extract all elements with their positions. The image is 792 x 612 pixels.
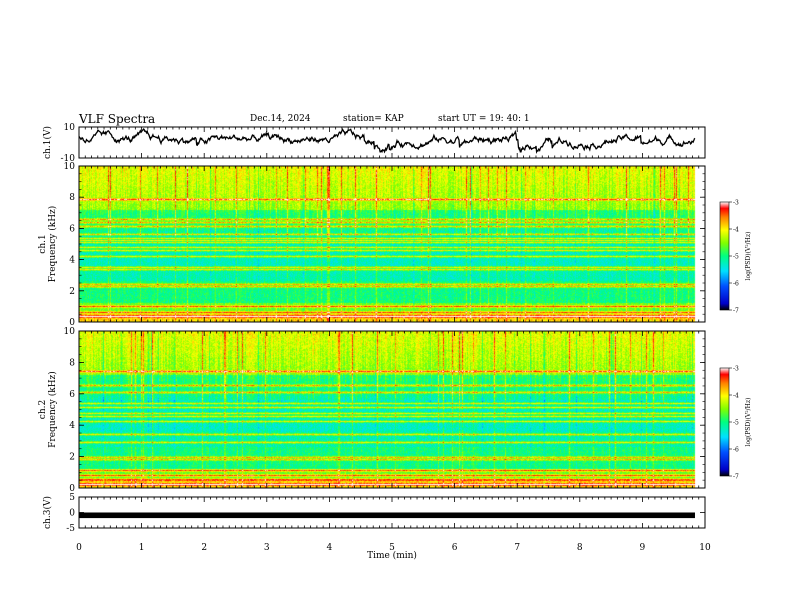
colorbar-tick-label: -7 <box>733 308 739 315</box>
x-tick-label: 8 <box>577 543 583 553</box>
colorbar-label: log(PSD)(V²/Hz) <box>745 398 752 447</box>
colorbar-tick-label: -5 <box>733 420 739 427</box>
y-tick-label: 0 <box>69 318 75 328</box>
y-tick-label: 10 <box>64 123 76 133</box>
x-tick-label: 10 <box>699 543 711 553</box>
y-tick-label: 8 <box>69 193 75 203</box>
x-tick-label: 3 <box>264 543 270 553</box>
colorbar-tick-label: -3 <box>733 366 739 373</box>
ch1-waveform-line <box>78 128 696 154</box>
ch1-spectrogram-image <box>79 166 705 322</box>
colorbar-tick-label: -5 <box>733 254 739 261</box>
x-tick-label: 1 <box>139 543 145 553</box>
y-axis-label: Frequency (kHz) <box>47 206 58 283</box>
y-tick-label: 5 <box>69 493 75 503</box>
x-axis-label: Time (min) <box>367 550 417 561</box>
y-tick-label: 4 <box>69 421 75 431</box>
y-tick-label: 10 <box>64 327 76 337</box>
x-tick-label: 0 <box>76 543 82 553</box>
y-tick-label: 6 <box>69 224 75 234</box>
colorbar-tick-label: -6 <box>733 447 739 454</box>
ch3-waveform-band <box>79 512 695 519</box>
x-tick-label: 7 <box>514 543 520 553</box>
y-tick-label: 6 <box>69 390 75 400</box>
colorbar-scale <box>719 367 730 477</box>
ch1-spectrogram-panel <box>79 166 705 322</box>
station-label: station= KAP <box>343 114 404 124</box>
ch2-spectrogram-image <box>79 331 705 488</box>
y-axis-label: Frequency (kHz) <box>47 371 58 448</box>
y-tick-label: 8 <box>69 358 75 368</box>
y-tick-label: 0 <box>69 484 75 494</box>
y-axis-label: ch.3(V) <box>42 496 53 529</box>
ch2-spectrogram-panel <box>79 331 705 488</box>
colorbar-tick-label: -3 <box>733 200 739 207</box>
y-tick-label: -10 <box>61 154 76 164</box>
x-tick-label: 5 <box>389 543 395 553</box>
y-axis-label: ch.2 <box>38 400 48 419</box>
colorbar-scale <box>719 201 730 311</box>
figure-title: VLF Spectra <box>79 112 156 126</box>
colorbar-tick-label: -4 <box>733 393 739 400</box>
x-tick-label: 6 <box>452 543 458 553</box>
y-tick-label: 2 <box>69 287 75 297</box>
colorbars: -3 -4 -5 -6 -7 log(PSD)(V²/Hz) -3 -4 -5 -6 -7 log(P… <box>719 200 752 481</box>
start-ut-label: start UT = 19: 40: 1 <box>438 114 530 124</box>
y-tick-label: -5 <box>66 524 75 534</box>
y-axis-label: ch.1(V) <box>42 126 53 159</box>
y-tick-label: 4 <box>69 256 75 266</box>
y-axis-label: ch.1 <box>38 234 48 253</box>
x-tick-label: 9 <box>640 543 646 553</box>
colorbar-tick-label: -4 <box>733 227 739 234</box>
y-tick-label: 0 <box>69 509 75 519</box>
x-tick-label: 4 <box>327 543 333 553</box>
y-tick-label: 2 <box>69 453 75 463</box>
y-tick-label: 10 <box>64 162 76 172</box>
x-tick-label: 2 <box>201 543 207 553</box>
colorbar-label: log(PSD)(V²/Hz) <box>745 232 752 281</box>
colorbar-tick-label: -6 <box>733 281 739 288</box>
ch1-waveform-panel <box>78 128 696 154</box>
colorbar-tick-label: -7 <box>733 474 739 481</box>
ch3-waveform-panel <box>79 512 695 519</box>
date-label: Dec.14, 2024 <box>250 114 311 124</box>
